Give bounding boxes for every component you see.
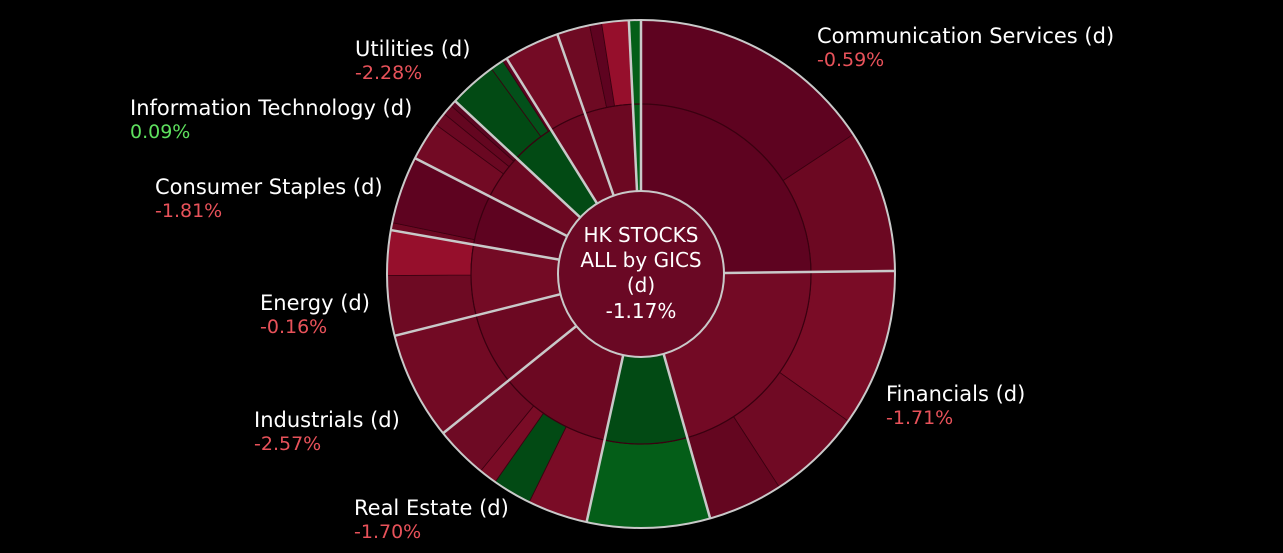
sector-divider-4 (442, 325, 578, 435)
sector-divider-11 (627, 20, 639, 192)
label-information-technology: Information Technology (d) 0.09% (130, 96, 412, 144)
sector-name: Information Technology (d) (130, 96, 413, 120)
sector-divider-9 (505, 57, 599, 205)
label-real-estate: Real Estate (d) -1.70% (354, 496, 509, 544)
label-energy: Energy (d) -0.16% (260, 291, 370, 339)
sector-name: Financials (d) (886, 382, 1026, 406)
sector-dividers (390, 20, 895, 523)
sector-change: -1.71% (886, 407, 954, 429)
sector-divider-10 (556, 33, 615, 197)
sector-name: Communication Services (d) (817, 24, 1115, 48)
sector-divider-7 (414, 157, 568, 238)
middle-ring (470, 103, 812, 445)
label-industrials: Industrials (d) -2.57% (254, 408, 400, 456)
sector-divider-5 (394, 292, 561, 338)
sector-divider-2 (662, 353, 712, 519)
sector-name: Real Estate (d) (354, 496, 509, 520)
sector-divider-3 (585, 354, 625, 523)
sector-change: 0.09% (130, 121, 191, 143)
sector-name: Industrials (d) (254, 408, 400, 432)
label-communication-services: Communication Services (d) -0.59% (817, 24, 1114, 72)
sector-name: Energy (d) (260, 291, 370, 315)
sector-change: -0.59% (817, 49, 885, 71)
sector-change: -2.28% (355, 62, 423, 84)
label-utilities: Utilities (d) -2.28% (355, 37, 470, 85)
center-title-line-1: HK STOCKS (584, 223, 699, 247)
center-title-line-3: (d) (627, 273, 655, 297)
sector-change: -2.57% (254, 433, 322, 455)
sector-name: Utilities (d) (355, 37, 471, 61)
center-value: -1.17% (606, 299, 677, 323)
sector-change: -1.81% (155, 200, 223, 222)
sector-name: Consumer Staples (d) (155, 175, 383, 199)
label-financials: Financials (d) -1.71% (886, 382, 1025, 430)
sector-divider-8 (454, 100, 582, 219)
sector-change: -1.70% (354, 521, 422, 543)
center-hub: HK STOCKS ALL by GICS (d) -1.17% (557, 190, 725, 358)
sector-divider-1 (723, 269, 895, 275)
center-title-line-2: ALL by GICS (580, 248, 701, 272)
center-circle (557, 190, 725, 358)
sector-change: -0.16% (260, 316, 328, 338)
label-consumer-staples: Consumer Staples (d) -1.81% (155, 175, 383, 223)
sector-divider-6 (390, 228, 560, 261)
